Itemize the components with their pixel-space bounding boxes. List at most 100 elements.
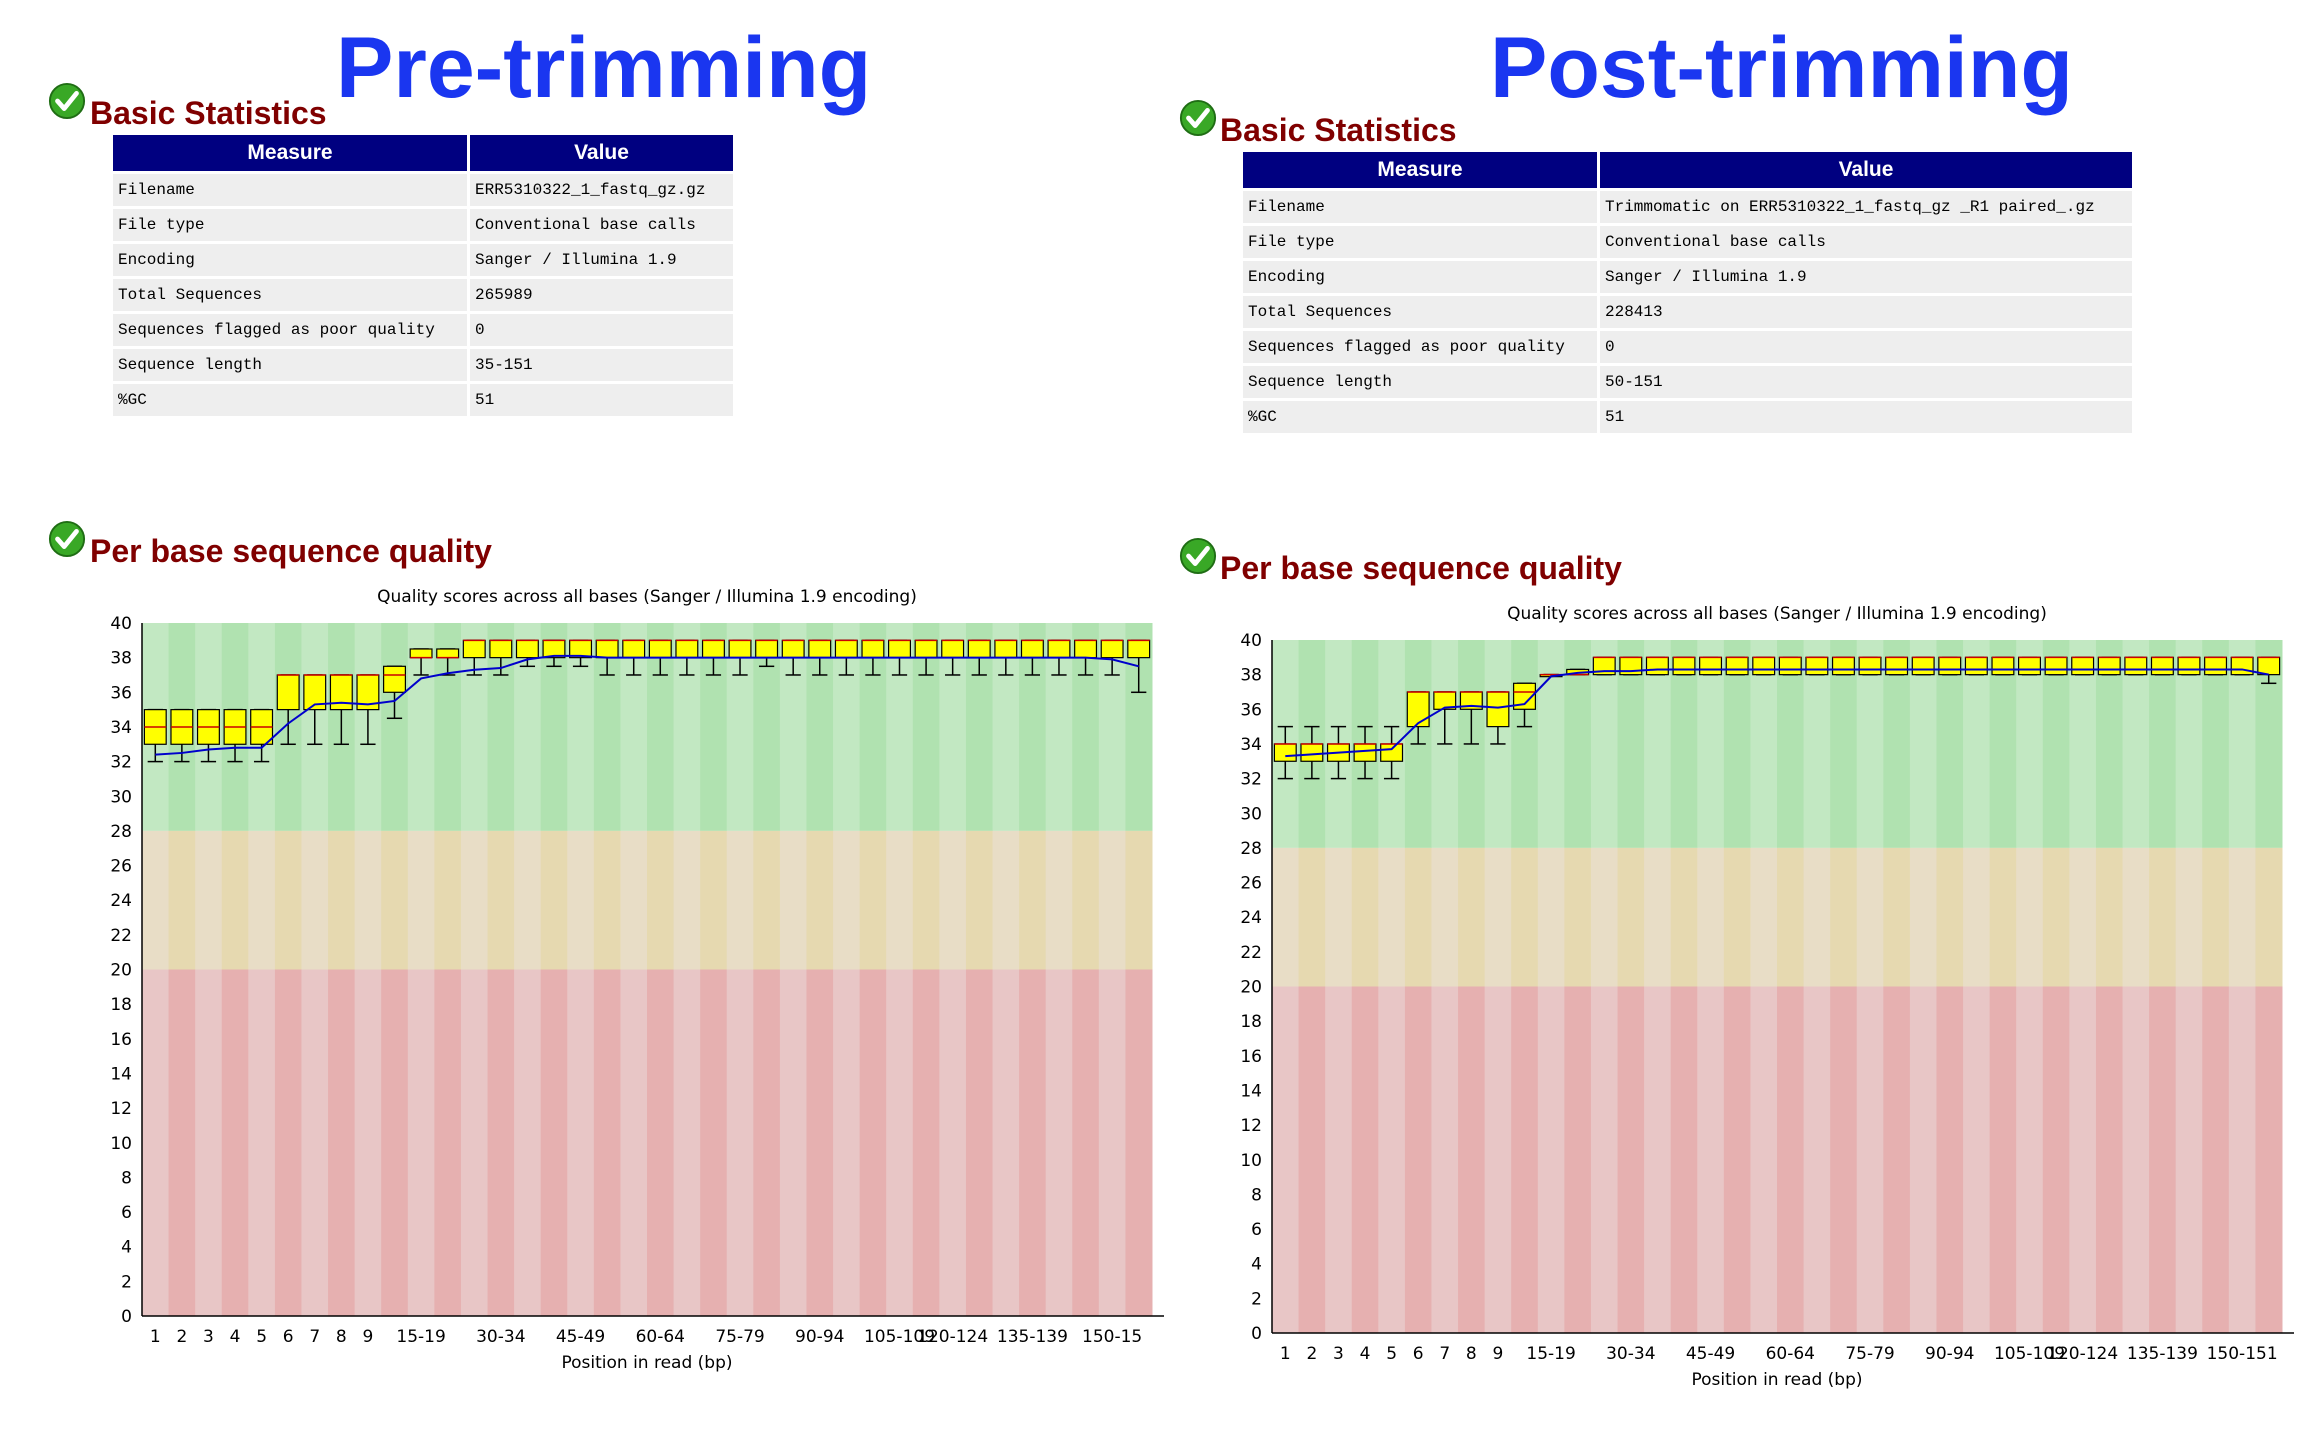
zone-stripe-poor: [328, 969, 356, 1316]
x-tick-label: 45-49: [1686, 1344, 1735, 1364]
zone-stripe-reasonable: [2042, 847, 2070, 987]
zone-stripe-reasonable: [2016, 847, 2044, 987]
box-55-59: [1752, 656, 1776, 676]
x-tick-label: 135-139: [997, 1327, 1068, 1347]
iqr-box: [1938, 656, 1962, 676]
zone-stripe-reasonable: [1511, 847, 1539, 987]
box-95-99: [834, 639, 858, 676]
zone-stripe-reasonable: [1697, 847, 1725, 987]
measure-cell: Filename: [113, 174, 467, 206]
zone-stripe-reasonable: [1378, 847, 1406, 987]
box-45-49: [1699, 656, 1723, 676]
zone-stripe-reasonable: [1298, 847, 1326, 987]
y-tick-label: 20: [1240, 978, 1262, 998]
x-tick-label: 60-64: [1766, 1344, 1815, 1364]
zone-stripe-reasonable: [912, 830, 940, 970]
iqr-box: [595, 639, 619, 659]
zone-stripe-reasonable: [1883, 847, 1911, 987]
zone-stripe-poor: [1125, 969, 1153, 1316]
chart-title: Quality scores across all bases (Sanger …: [377, 587, 917, 607]
zone-stripe-reasonable: [1019, 830, 1047, 970]
check-icon: [48, 82, 86, 120]
x-tick-label: 30-34: [476, 1327, 525, 1347]
zone-stripe-poor: [1019, 969, 1047, 1316]
box-125-129: [994, 639, 1018, 676]
zone-stripe-poor: [2149, 986, 2177, 1333]
box-60-64: [648, 639, 672, 676]
measure-cell: File type: [113, 209, 467, 241]
zone-stripe-poor: [1750, 986, 1778, 1333]
zone-stripe-poor: [620, 969, 648, 1316]
x-tick-label: 6: [1413, 1344, 1424, 1364]
zone-stripe-poor: [593, 969, 621, 1316]
x-tick-label: 7: [1439, 1344, 1450, 1364]
zone-stripe-reasonable: [195, 830, 223, 970]
y-tick-label: 8: [121, 1168, 132, 1188]
iqr-box: [781, 639, 805, 659]
y-tick-label: 34: [1240, 735, 1262, 755]
per-base-quality-heading: Per base sequence quality: [1220, 550, 1622, 586]
zone-stripe-poor: [1511, 986, 1539, 1333]
iqr-box: [1380, 743, 1404, 762]
x-tick-label: 45-49: [556, 1327, 605, 1347]
x-tick-label: 150-15: [1082, 1327, 1142, 1347]
iqr-box: [967, 639, 991, 659]
table-header-row: Measure Value: [1243, 152, 2132, 188]
zone-stripe-poor: [514, 969, 542, 1316]
zone-stripe-reasonable: [460, 830, 489, 970]
iqr-box: [1831, 656, 1855, 676]
x-tick-label: 75-79: [1845, 1344, 1894, 1364]
zone-stripe-reasonable: [354, 830, 382, 970]
zone-stripe-reasonable: [434, 830, 462, 970]
table-row: %GC 51: [113, 384, 733, 416]
zone-stripe-poor: [2255, 986, 2283, 1333]
zone-stripe-poor: [1830, 986, 1858, 1333]
zone-stripe-poor: [1936, 986, 1964, 1333]
y-tick-label: 6: [1251, 1220, 1262, 1240]
zone-stripe-good: [1511, 640, 1539, 848]
zone-stripe-reasonable: [965, 830, 994, 970]
y-tick-label: 20: [110, 961, 132, 981]
iqr-box: [1805, 656, 1829, 676]
measure-cell: Total Sequences: [113, 279, 467, 311]
iqr-box: [409, 648, 433, 659]
y-tick-label: 10: [110, 1134, 132, 1154]
zone-stripe-reasonable: [487, 830, 515, 970]
x-tick-label: 1: [150, 1327, 161, 1347]
box-85-89: [1911, 656, 1935, 676]
zone-stripe-reasonable: [2175, 847, 2203, 987]
x-tick-label: 3: [203, 1327, 214, 1347]
zone-stripe-reasonable: [221, 830, 249, 970]
zone-stripe-reasonable: [1644, 847, 1672, 987]
zone-stripe-reasonable: [1272, 847, 1300, 987]
iqr-box: [489, 639, 513, 659]
y-tick-label: 38: [110, 649, 132, 669]
zone-stripe-poor: [1697, 986, 1725, 1333]
y-tick-label: 12: [110, 1099, 132, 1119]
iqr-box: [2257, 656, 2281, 676]
zone-stripe-poor: [195, 969, 223, 1316]
iqr-box: [1725, 656, 1749, 676]
box-5: [250, 708, 274, 763]
y-tick-label: 18: [1240, 1012, 1262, 1032]
iqr-box: [1885, 656, 1909, 676]
x-tick-label: 150-151: [2207, 1344, 2278, 1364]
x-tick-label: 120-124: [917, 1327, 988, 1347]
zone-stripe-reasonable: [1431, 847, 1459, 987]
zone-stripe-poor: [753, 969, 781, 1316]
box-145-149: [2230, 656, 2254, 676]
quality-chart: Quality scores across all bases (Sanger …: [110, 587, 1164, 1373]
x-tick-label: 60-64: [636, 1327, 685, 1347]
zone-stripe-poor: [1723, 986, 1751, 1333]
x-axis-label: Position in read (bp): [1691, 1370, 1862, 1390]
measure-cell: Sequence length: [1243, 366, 1597, 398]
zone-stripe-poor: [833, 969, 861, 1316]
x-tick-label: 3: [1333, 1344, 1344, 1364]
iqr-box: [1020, 639, 1044, 659]
value-cell: Conventional base calls: [1600, 226, 2132, 258]
zone-stripe-poor: [381, 969, 409, 1316]
box-150-15: [1127, 639, 1151, 694]
zone-stripe-reasonable: [407, 830, 435, 970]
x-tick-label: 8: [1466, 1344, 1477, 1364]
zone-stripe-poor: [912, 969, 940, 1316]
